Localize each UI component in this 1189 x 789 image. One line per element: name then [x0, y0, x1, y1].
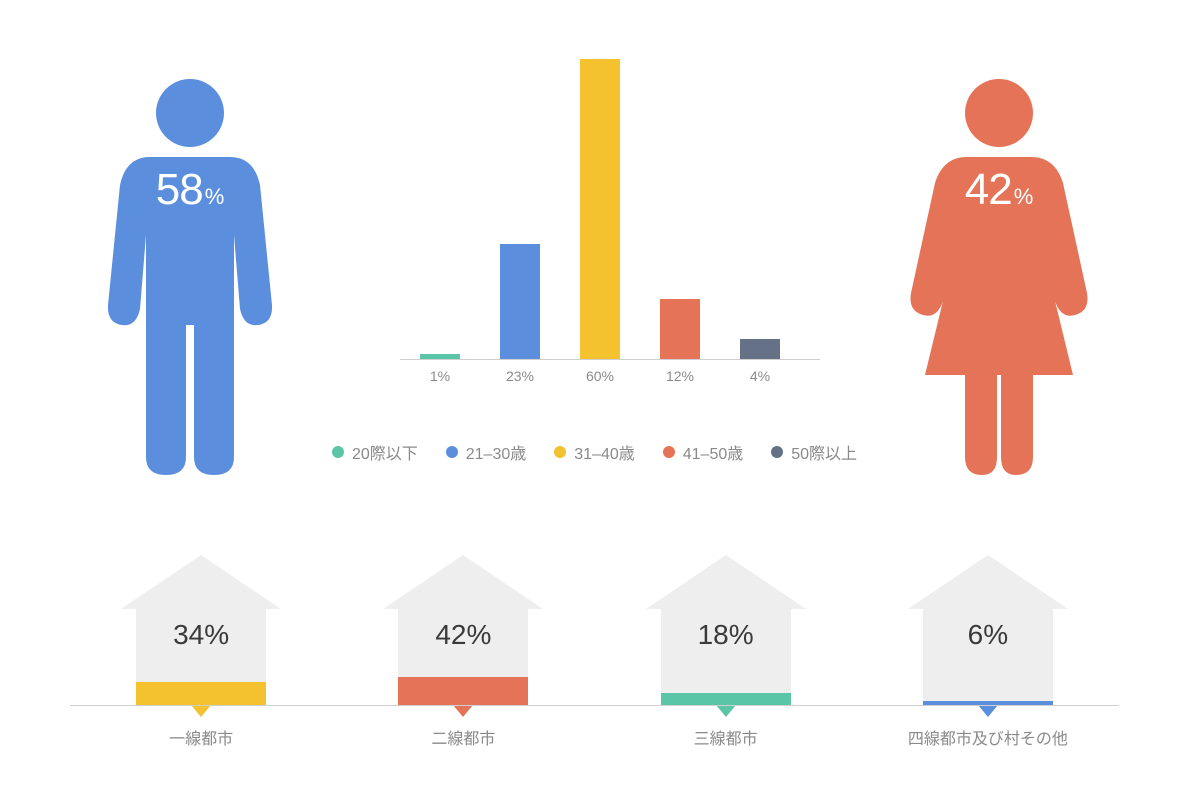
- legend-item-3: 41–50歳: [663, 440, 744, 464]
- city-item-2: 18%: [626, 555, 826, 705]
- house-icon-0: 34%: [121, 555, 281, 705]
- legend-dot-4: [771, 446, 783, 458]
- age-bar-label-4: 4%: [730, 368, 790, 384]
- house-icon-2: 18%: [646, 555, 806, 705]
- legend-label-2: 31–40歳: [574, 440, 635, 464]
- female-person-icon: [889, 75, 1109, 475]
- house-icon-3: 6%: [908, 555, 1068, 705]
- male-svg: [80, 75, 300, 475]
- female-svg: [889, 75, 1109, 475]
- city-label-1: 二線都市: [363, 725, 563, 749]
- age-bar-3: [660, 299, 700, 359]
- legend-label-3: 41–50歳: [683, 440, 744, 464]
- legend-dot-0: [332, 446, 344, 458]
- house-pointer-1: [453, 705, 473, 717]
- city-row: 34% 42% 18% 6%: [70, 545, 1119, 705]
- house-fill-2: [661, 693, 791, 705]
- city-item-3: 6%: [888, 555, 1088, 705]
- city-percent-0: 34%: [121, 619, 281, 651]
- house-pointer-3: [978, 705, 998, 717]
- age-bar-1: [500, 244, 540, 359]
- house-roof-0: [121, 555, 281, 609]
- legend-dot-3: [663, 446, 675, 458]
- age-bar-label-2: 60%: [570, 368, 630, 384]
- legend-item-2: 31–40歳: [554, 440, 635, 464]
- city-item-0: 34%: [101, 555, 301, 705]
- house-fill-1: [398, 677, 528, 705]
- city-label-2: 三線都市: [626, 725, 826, 749]
- house-fill-0: [136, 682, 266, 705]
- city-labels: 一線都市 二線都市 三線都市 四線都市及び村その他: [70, 725, 1119, 749]
- city-label-3: 四線都市及び村その他: [888, 725, 1088, 749]
- house-roof-1: [383, 555, 543, 609]
- city-item-1: 42%: [363, 555, 563, 705]
- age-bar-0: [420, 354, 460, 359]
- legend-item-4: 50際以上: [771, 440, 857, 464]
- infographic-canvas: 58% 42% 1%23%60%12%4% 20際以下21–30歳31–40歳4…: [0, 0, 1189, 789]
- age-bar-label-1: 23%: [490, 368, 550, 384]
- age-bar-4: [740, 339, 780, 359]
- legend-label-0: 20際以下: [352, 440, 418, 464]
- age-bar-label-0: 1%: [410, 368, 470, 384]
- legend-dot-1: [446, 446, 458, 458]
- age-legend: 20際以下 21–30歳 31–40歳 41–50歳 50際以上: [0, 440, 1189, 464]
- age-plot-area: [400, 60, 820, 360]
- age-x-axis-labels: 1% 23% 60% 12% 4%: [400, 368, 820, 398]
- age-bar-2: [580, 59, 620, 359]
- age-bar-chart: 1% 23% 60% 12% 4%: [400, 60, 820, 398]
- city-percent-1: 42%: [383, 619, 543, 651]
- house-pointer-2: [716, 705, 736, 717]
- house-icon-1: 42%: [383, 555, 543, 705]
- house-roof-3: [908, 555, 1068, 609]
- legend-dot-2: [554, 446, 566, 458]
- house-roof-2: [646, 555, 806, 609]
- age-bar-label-3: 12%: [650, 368, 710, 384]
- city-label-0: 一線都市: [101, 725, 301, 749]
- legend-label-1: 21–30歳: [466, 440, 527, 464]
- legend-item-0: 20際以下: [332, 440, 418, 464]
- male-person-icon: [80, 75, 300, 475]
- city-percent-2: 18%: [646, 619, 806, 651]
- house-pointer-0: [191, 705, 211, 717]
- legend-item-1: 21–30歳: [446, 440, 527, 464]
- city-baseline: [70, 705, 1119, 706]
- legend-label-4: 50際以上: [791, 440, 857, 464]
- city-percent-3: 6%: [908, 619, 1068, 651]
- city-tier-chart: 34% 42% 18% 6% 一線都市 二線都市 三線都市 四線都市及び村その他: [70, 545, 1119, 749]
